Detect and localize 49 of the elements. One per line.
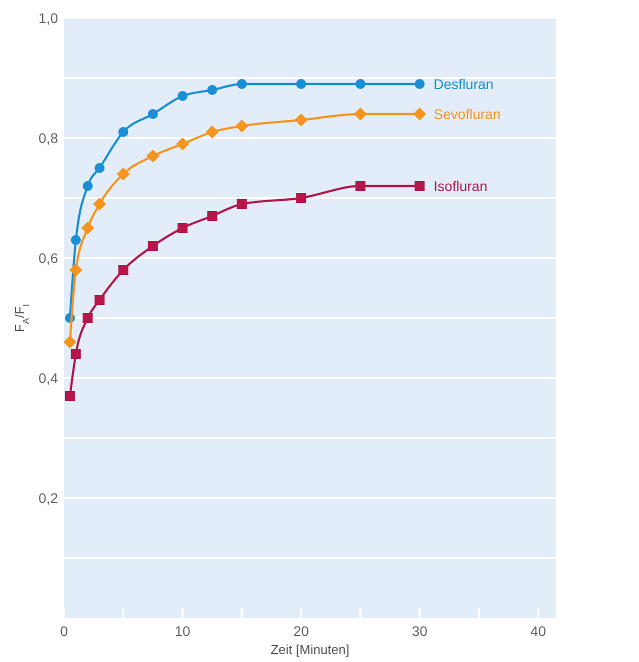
- x-tick-label: 10: [174, 623, 191, 639]
- point: [82, 313, 93, 323]
- y-tick-label: 1,0: [38, 10, 58, 26]
- y-tick-label: 0,8: [38, 130, 58, 146]
- point: [148, 109, 158, 119]
- x-tick-label: 30: [412, 623, 428, 639]
- point: [118, 127, 128, 137]
- point: [355, 79, 366, 89]
- point: [118, 265, 128, 275]
- point: [294, 114, 308, 126]
- point: [236, 199, 247, 209]
- point: [81, 222, 94, 234]
- point: [82, 181, 93, 191]
- x-tick-label: 0: [60, 623, 68, 639]
- y-tick-label: 0,4: [38, 370, 58, 386]
- series-label: Desfluran: [434, 76, 494, 92]
- point: [207, 211, 218, 221]
- point: [355, 181, 366, 191]
- point: [178, 91, 188, 101]
- point: [148, 241, 158, 251]
- point: [354, 108, 367, 120]
- y-tick-label: 0,6: [38, 250, 58, 266]
- point: [178, 223, 188, 233]
- y-tick-label: 0,2: [38, 490, 58, 506]
- point: [93, 198, 106, 210]
- point: [94, 163, 105, 173]
- point: [414, 181, 425, 191]
- point: [70, 349, 81, 359]
- x-axis-title: Zeit [Minuten]: [270, 642, 350, 657]
- point: [296, 193, 306, 203]
- point: [176, 138, 190, 150]
- point: [94, 295, 105, 305]
- x-tick-label: 20: [293, 623, 310, 639]
- series-label: Sevofluran: [434, 106, 501, 122]
- point: [207, 85, 218, 95]
- point: [146, 150, 160, 162]
- point: [414, 79, 425, 89]
- point: [69, 264, 82, 276]
- point: [413, 108, 426, 120]
- point: [116, 168, 130, 180]
- series-label: Isofluran: [434, 178, 488, 194]
- point: [64, 391, 75, 401]
- point: [236, 79, 247, 89]
- point: [70, 235, 81, 245]
- point: [296, 79, 306, 89]
- x-tick-label: 40: [530, 623, 546, 639]
- point: [63, 336, 76, 348]
- point: [206, 126, 219, 138]
- point: [235, 120, 248, 132]
